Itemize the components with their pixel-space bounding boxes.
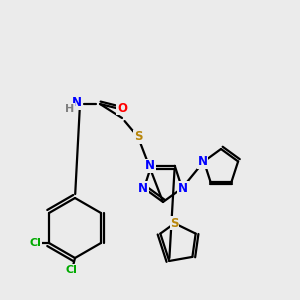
Text: N: N: [178, 182, 188, 195]
Text: N: N: [138, 182, 148, 195]
Text: H: H: [65, 104, 75, 114]
Text: S: S: [134, 130, 142, 143]
Text: N: N: [145, 159, 155, 172]
Text: N: N: [198, 155, 208, 168]
Text: O: O: [117, 101, 127, 115]
Text: N: N: [72, 97, 82, 110]
Text: S: S: [170, 217, 179, 230]
Text: Cl: Cl: [65, 265, 77, 275]
Text: Cl: Cl: [29, 238, 41, 248]
